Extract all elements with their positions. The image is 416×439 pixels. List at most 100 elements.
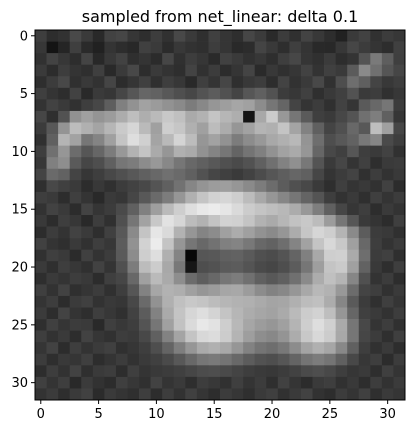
heatmap-cell [393, 30, 406, 42]
heatmap-cell [220, 87, 232, 100]
heatmap-cell [254, 365, 267, 378]
heatmap-cell [81, 53, 94, 66]
heatmap-cell [92, 261, 105, 274]
heatmap-cell [81, 342, 94, 355]
heatmap-cell [115, 180, 128, 193]
heatmap-cell [347, 76, 360, 89]
heatmap-cell [393, 226, 406, 239]
heatmap-cell [335, 41, 348, 54]
heatmap-cell [162, 272, 175, 285]
heatmap-cell [81, 238, 94, 251]
heatmap-cell [393, 238, 406, 251]
heatmap-cell [115, 203, 128, 216]
heatmap-cell [393, 388, 406, 401]
heatmap-cell [92, 295, 105, 308]
heatmap-cell [81, 99, 94, 112]
heatmap-cell [289, 319, 302, 331]
heatmap-cell [162, 215, 175, 227]
heatmap-cell [289, 41, 302, 54]
heatmap-cell [324, 295, 336, 308]
heatmap-cell [196, 342, 209, 355]
heatmap-cell [347, 295, 360, 308]
heatmap-cell [58, 99, 71, 112]
heatmap-cell [312, 284, 325, 297]
heatmap-cell [393, 342, 406, 355]
heatmap-cell [231, 180, 244, 193]
heatmap-cell [358, 87, 371, 100]
heatmap-cell [58, 353, 71, 366]
heatmap-cell [35, 157, 47, 170]
heatmap-cell [335, 272, 348, 285]
heatmap-cell [231, 30, 244, 42]
heatmap-cell [92, 319, 105, 331]
heatmap-cell [58, 307, 71, 320]
heatmap-cell [69, 365, 82, 378]
heatmap-cell [312, 145, 325, 158]
heatmap-cell [243, 99, 256, 112]
heatmap-cell [231, 376, 244, 389]
heatmap-cell [162, 295, 175, 308]
heatmap-cell [266, 272, 279, 285]
heatmap-cell [58, 261, 71, 274]
heatmap-cell [208, 191, 221, 204]
heatmap-cell [150, 76, 163, 89]
heatmap-cell [231, 226, 244, 239]
heatmap-cell [196, 272, 209, 285]
heatmap-cell [150, 168, 163, 181]
heatmap-cell [173, 76, 186, 89]
heatmap-cell [231, 272, 244, 285]
heatmap-cell [139, 295, 151, 308]
heatmap-cell [58, 30, 71, 42]
heatmap-cell [289, 238, 302, 251]
heatmap-cell [370, 53, 383, 66]
heatmap-cell [277, 307, 290, 320]
heatmap-cell [81, 330, 94, 343]
heatmap-cell [127, 249, 140, 262]
heatmap-cell [150, 284, 163, 297]
heatmap-cell [381, 238, 394, 251]
heatmap-cell [104, 353, 117, 366]
heatmap-cell [150, 215, 163, 227]
heatmap-cell [58, 110, 71, 123]
heatmap-cell [393, 307, 406, 320]
heatmap-cell [35, 261, 47, 274]
heatmap-cell [173, 319, 186, 331]
heatmap-cell [335, 191, 348, 204]
heatmap-cell [358, 168, 371, 181]
heatmap-cell [243, 261, 256, 274]
heatmap-cell [115, 295, 128, 308]
heatmap-cell [312, 319, 325, 331]
heatmap-cell [46, 87, 59, 100]
heatmap-cell [381, 261, 394, 274]
heatmap-cell [358, 307, 371, 320]
heatmap-cell [127, 272, 140, 285]
heatmap-cell [115, 388, 128, 401]
heatmap-cell [243, 191, 256, 204]
heatmap-cell [220, 134, 232, 146]
heatmap-cell [139, 53, 151, 66]
heatmap-cell [46, 295, 59, 308]
heatmap-cell [277, 30, 290, 42]
heatmap-cell [208, 99, 221, 112]
heatmap-cell [254, 295, 267, 308]
heatmap-cell [358, 64, 371, 77]
y-tick-label: 5 [20, 87, 28, 102]
heatmap-cell [393, 122, 406, 135]
heatmap-cell [104, 330, 117, 343]
heatmap-cell [277, 99, 290, 112]
heatmap-cell [312, 168, 325, 181]
heatmap-cell [231, 215, 244, 227]
heatmap-cell [162, 76, 175, 89]
heatmap-cell [139, 249, 151, 262]
heatmap-cell [370, 41, 383, 54]
heatmap-cell [266, 134, 279, 146]
plot-frame [34, 29, 406, 401]
heatmap-cell [150, 319, 163, 331]
heatmap-cell [254, 157, 267, 170]
heatmap-cell [35, 64, 47, 77]
heatmap-cell [335, 30, 348, 42]
heatmap-cell [231, 365, 244, 378]
heatmap-cell [370, 307, 383, 320]
heatmap-cell [243, 168, 256, 181]
heatmap-cell [150, 226, 163, 239]
